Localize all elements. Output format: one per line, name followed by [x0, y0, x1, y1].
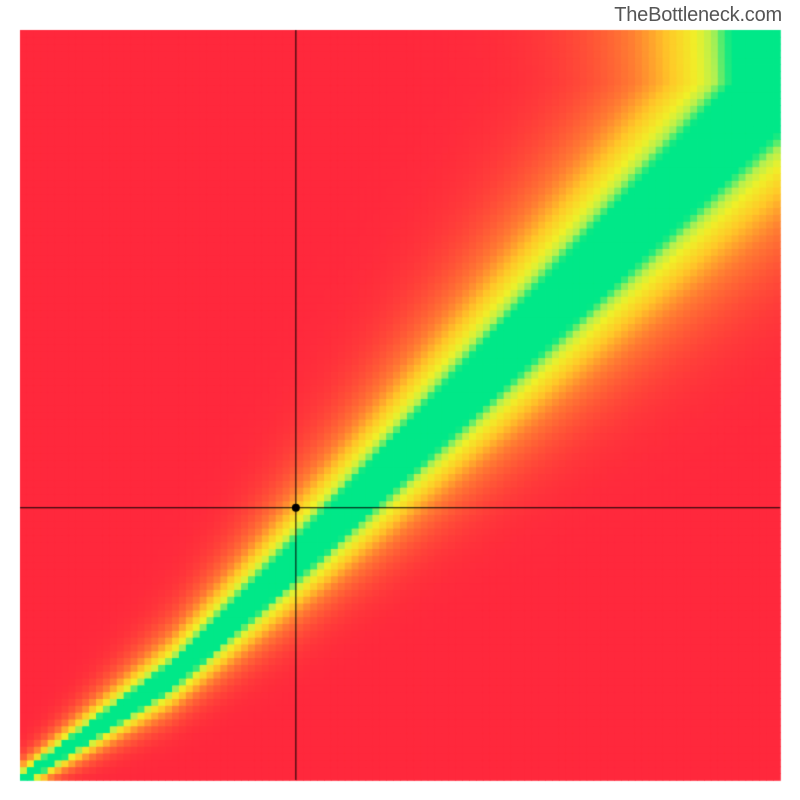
bottleneck-heatmap-canvas	[0, 0, 800, 800]
watermark-text: TheBottleneck.com	[614, 4, 782, 27]
chart-container: TheBottleneck.com	[0, 0, 800, 800]
